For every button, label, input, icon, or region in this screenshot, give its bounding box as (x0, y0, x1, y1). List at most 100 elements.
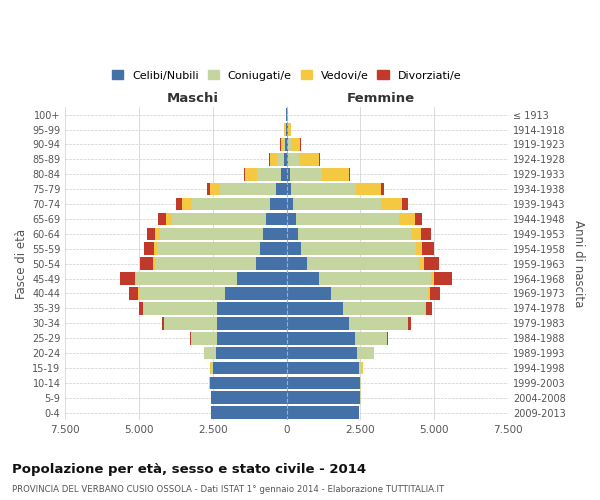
Bar (158, 212, 166, 226)
Bar (120, 272, 135, 285)
Bar (287, 302, 343, 314)
Bar (356, 183, 381, 196)
Bar (139, 302, 143, 314)
Bar (358, 346, 374, 360)
Bar (424, 258, 439, 270)
Bar (402, 198, 407, 210)
Bar (381, 198, 402, 210)
Bar (211, 392, 287, 404)
Bar (287, 272, 319, 285)
Bar (434, 272, 452, 285)
Bar (207, 183, 210, 196)
Bar (153, 258, 155, 270)
Bar (277, 153, 284, 166)
Bar (257, 168, 281, 180)
Bar (284, 153, 287, 166)
Y-axis label: Fasce di età: Fasce di età (15, 228, 28, 298)
Bar (287, 362, 359, 374)
Bar (289, 153, 299, 166)
Bar (281, 168, 287, 180)
Bar (172, 212, 266, 226)
Bar (245, 168, 257, 180)
Bar (287, 317, 349, 330)
Bar (266, 212, 287, 226)
Bar (213, 362, 287, 374)
Bar (343, 302, 425, 314)
Bar (130, 287, 138, 300)
Bar (157, 242, 260, 255)
Bar (301, 242, 416, 255)
Bar (283, 138, 285, 151)
Bar (287, 258, 307, 270)
Bar (166, 212, 172, 226)
Bar (298, 228, 410, 240)
Bar (425, 302, 426, 314)
Bar (299, 153, 319, 166)
Bar (399, 212, 415, 226)
Bar (164, 317, 217, 330)
Bar (161, 317, 164, 330)
Bar (155, 228, 160, 240)
Bar (421, 228, 431, 240)
Bar (287, 332, 355, 344)
Bar (287, 153, 289, 166)
Bar (244, 168, 245, 180)
Bar (263, 228, 287, 240)
Text: Maschi: Maschi (166, 92, 218, 105)
Bar (190, 332, 191, 344)
Bar (236, 272, 287, 285)
Bar (191, 198, 271, 210)
Bar (138, 287, 139, 300)
Bar (136, 272, 236, 285)
Bar (287, 406, 359, 419)
Bar (422, 242, 434, 255)
Bar (287, 242, 301, 255)
Bar (387, 332, 388, 344)
Bar (146, 228, 155, 240)
Bar (210, 376, 287, 389)
Bar (322, 168, 349, 180)
Text: PROVINCIA DEL VERBANO CUSIO OSSOLA - Dati ISTAT 1° gennaio 2014 - Elaborazione T: PROVINCIA DEL VERBANO CUSIO OSSOLA - Dat… (12, 485, 444, 494)
Bar (431, 272, 434, 285)
Bar (287, 392, 361, 404)
Bar (143, 242, 154, 255)
Legend: Celibi/Nubili, Coniugati/e, Vedovi/e, Divorziati/e: Celibi/Nubili, Coniugati/e, Vedovi/e, Di… (108, 66, 466, 85)
Bar (426, 302, 432, 314)
Bar (287, 287, 331, 300)
Bar (319, 272, 431, 285)
Bar (287, 183, 291, 196)
Y-axis label: Anni di nascita: Anni di nascita (572, 220, 585, 308)
Bar (216, 346, 287, 360)
Bar (381, 183, 384, 196)
Bar (225, 287, 287, 300)
Bar (281, 138, 283, 151)
Bar (419, 258, 424, 270)
Bar (256, 258, 287, 270)
Bar (191, 332, 217, 344)
Bar (155, 258, 256, 270)
Bar (355, 332, 387, 344)
Bar (211, 406, 287, 419)
Bar (176, 198, 182, 210)
Bar (416, 242, 422, 255)
Bar (217, 317, 287, 330)
Bar (287, 168, 290, 180)
Bar (182, 198, 191, 210)
Bar (293, 198, 381, 210)
Bar (285, 123, 286, 136)
Bar (143, 302, 217, 314)
Bar (331, 287, 428, 300)
Text: Popolazione per età, sesso e stato civile - 2014: Popolazione per età, sesso e stato civil… (12, 462, 366, 475)
Bar (287, 123, 289, 136)
Bar (290, 168, 322, 180)
Bar (271, 198, 287, 210)
Bar (287, 212, 296, 226)
Bar (428, 287, 430, 300)
Bar (287, 228, 298, 240)
Bar (140, 258, 153, 270)
Bar (260, 242, 287, 255)
Bar (277, 183, 287, 196)
Bar (408, 317, 410, 330)
Bar (204, 346, 216, 360)
Bar (217, 332, 287, 344)
